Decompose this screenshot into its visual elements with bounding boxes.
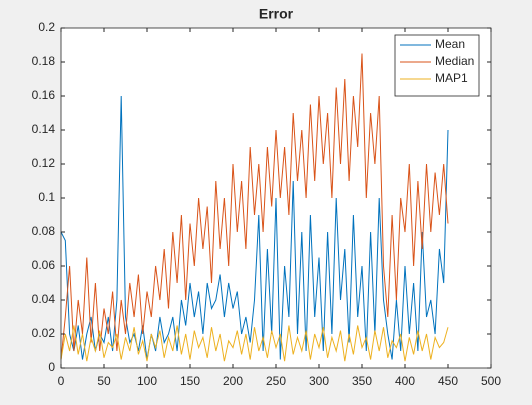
x-tick-label: 450 (438, 374, 458, 388)
x-tick-label: 250 (266, 374, 286, 388)
y-tick-label: 0.02 (32, 326, 56, 340)
series-line (60, 325, 449, 362)
series-line (60, 53, 449, 360)
x-tick-label: 200 (223, 374, 243, 388)
legend-label: Mean (435, 37, 465, 51)
x-tick-label: 300 (309, 374, 329, 388)
x-tick-label: 350 (352, 374, 372, 388)
x-tick-label: 500 (481, 374, 501, 388)
chart-title: Error (259, 6, 294, 22)
legend-label: Median (435, 54, 474, 68)
x-tick-label: 100 (137, 374, 157, 388)
y-tick-label: 0.1 (38, 190, 55, 204)
legend: Mean Median MAP1 (394, 34, 480, 97)
x-tick-label: 150 (180, 374, 200, 388)
x-tick-label: 400 (395, 374, 415, 388)
legend-label: MAP1 (435, 71, 468, 85)
y-tick-label: 0.04 (32, 292, 56, 306)
y-tick-label: 0.14 (32, 122, 56, 136)
y-tick-label: 0.06 (32, 258, 56, 272)
y-tick-label: 0.16 (32, 88, 56, 102)
y-tick-label: 0.18 (32, 54, 56, 68)
x-tick-label: 0 (58, 374, 65, 388)
y-tick-label: 0.08 (32, 224, 56, 238)
y-tick-label: 0 (48, 360, 55, 374)
y-tick-label: 0.12 (32, 156, 56, 170)
series-line (60, 95, 449, 360)
x-tick-label: 50 (97, 374, 111, 388)
y-tick-label: 0.2 (38, 20, 55, 34)
